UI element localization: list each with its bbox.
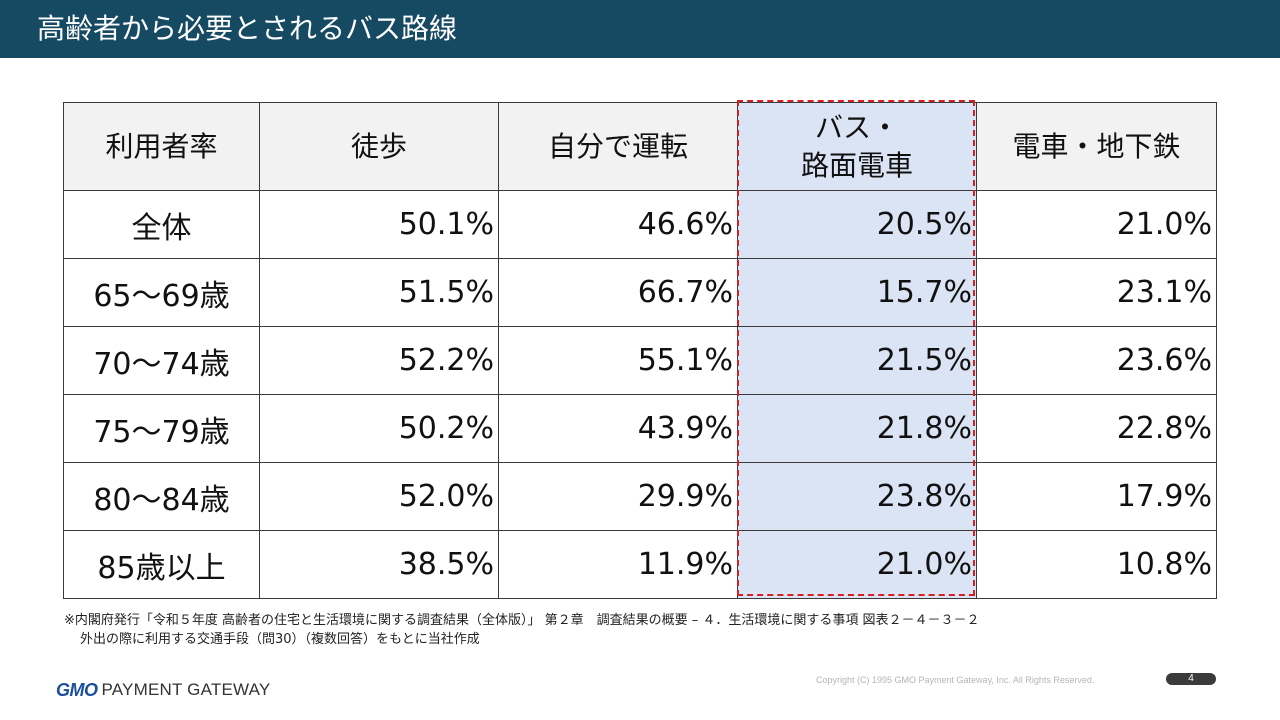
copyright-text: Copyright (C) 1995 GMO Payment Gateway, … [816,675,1095,685]
cell-driving: 66.7% [498,258,738,327]
cell-bus-tram: 21.5% [737,326,977,395]
row-label: 70～74歳 [63,326,260,395]
cell-train-subway: 17.9% [976,462,1217,531]
header-driving: 自分で運転 [498,102,738,191]
cell-walking: 52.2% [259,326,499,395]
footnote-line1: ※内閣府発行「令和５年度 高齢者の住宅と生活環境に関する調査結果（全体版）」 第… [64,613,980,628]
cell-train-subway: 23.1% [976,258,1217,327]
transport-usage-table: 利用者率 徒歩 自分で運転 バス・ 路面電車 電車・地下鉄 全体 50.1% 4… [63,102,1217,599]
logo-brand: GMO [56,679,98,700]
cell-bus-tram: 23.8% [737,462,977,531]
row-label: 80～84歳 [63,462,260,531]
cell-bus-tram: 15.7% [737,258,977,327]
cell-walking: 50.2% [259,394,499,463]
cell-driving: 55.1% [498,326,738,395]
cell-driving: 46.6% [498,190,738,259]
cell-bus-tram: 21.0% [737,530,977,599]
title-bar: 高齢者から必要とされるバス路線 [0,0,1280,58]
cell-driving: 43.9% [498,394,738,463]
header-bus-line2: 路面電車 [800,148,913,182]
cell-train-subway: 10.8% [976,530,1217,599]
cell-driving: 29.9% [498,462,738,531]
header-walking: 徒歩 [259,102,499,191]
table-row: 80～84歳 52.0% 29.9% 23.8% 17.9% [63,462,1217,531]
table-row: 70～74歳 52.2% 55.1% 21.5% 23.6% [63,326,1217,395]
row-label: 75～79歳 [63,394,260,463]
table-row: 75～79歳 50.2% 43.9% 21.8% 22.8% [63,394,1217,463]
row-label: 65～69歳 [63,258,260,327]
cell-bus-tram: 20.5% [737,190,977,259]
table-row: 65～69歳 51.5% 66.7% 15.7% 23.1% [63,258,1217,327]
company-logo: GMO PAYMENT GATEWAY [56,680,270,700]
row-label: 85歳以上 [63,530,260,599]
cell-walking: 50.1% [259,190,499,259]
cell-train-subway: 23.6% [976,326,1217,395]
cell-train-subway: 21.0% [976,190,1217,259]
cell-driving: 11.9% [498,530,738,599]
row-label: 全体 [63,190,260,259]
header-bus-line1: バス・ [814,110,899,144]
table-row: 全体 50.1% 46.6% 20.5% 21.0% [63,190,1217,259]
header-bus-tram: バス・ 路面電車 [737,102,977,191]
cell-walking: 38.5% [259,530,499,599]
slide-title: 高齢者から必要とされるバス路線 [37,12,458,45]
table-header-row: 利用者率 徒歩 自分で運転 バス・ 路面電車 電車・地下鉄 [63,102,1217,191]
header-usage-rate: 利用者率 [63,102,260,191]
cell-walking: 51.5% [259,258,499,327]
page-number: 4 [1166,673,1216,685]
cell-train-subway: 22.8% [976,394,1217,463]
footnote-line2: 外出の際に利用する交通手段（問30）（複数回答）をもとに当社作成 [80,632,480,647]
logo-name: PAYMENT GATEWAY [101,680,271,699]
header-train-subway: 電車・地下鉄 [976,102,1217,191]
table-row: 85歳以上 38.5% 11.9% 21.0% 10.8% [63,530,1217,599]
source-footnote: ※内閣府発行「令和５年度 高齢者の住宅と生活環境に関する調査結果（全体版）」 第… [64,611,980,649]
cell-bus-tram: 21.8% [737,394,977,463]
cell-walking: 52.0% [259,462,499,531]
